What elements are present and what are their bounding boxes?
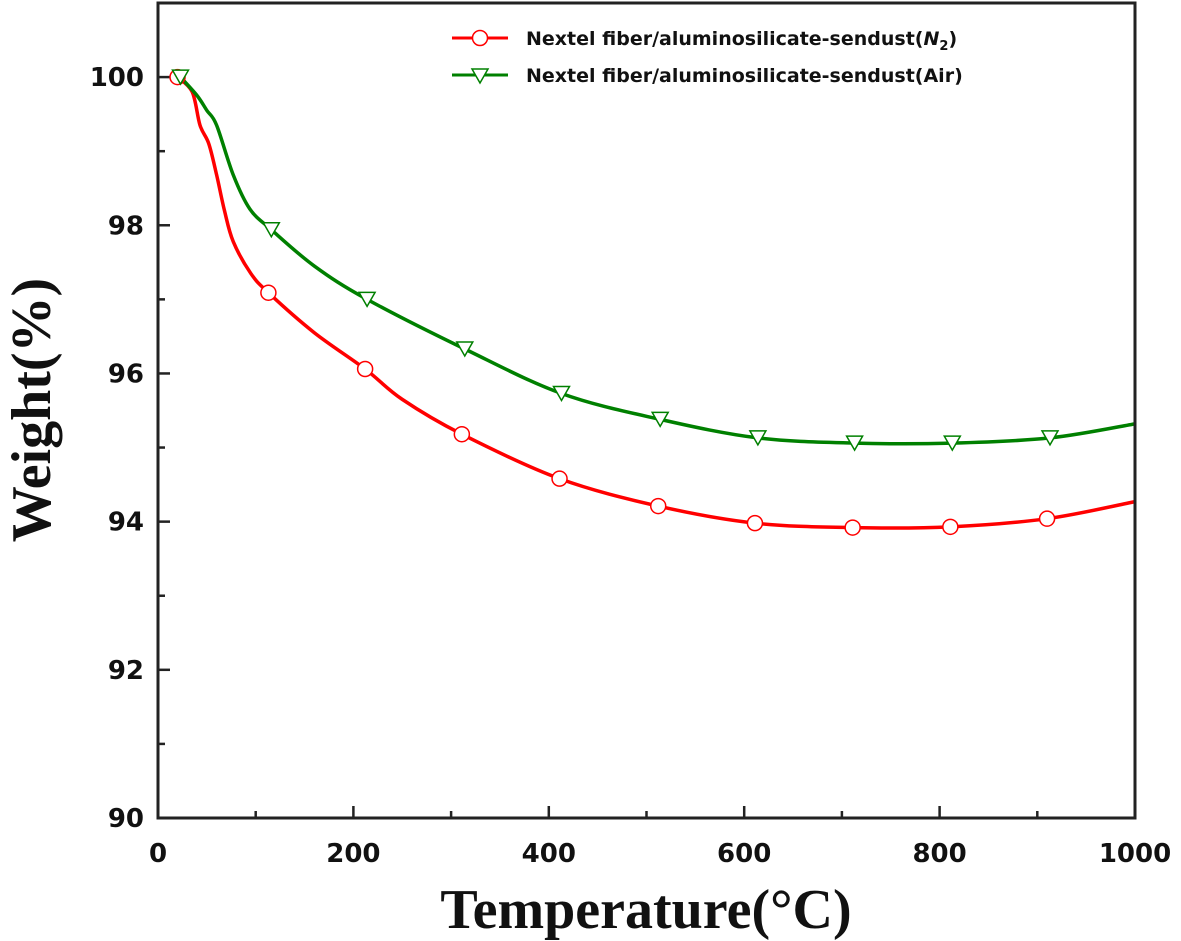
data-point-1 bbox=[171, 69, 190, 86]
series-line-1 bbox=[179, 75, 1136, 446]
data-point-0 bbox=[1038, 510, 1056, 527]
legend-marker-n2 bbox=[471, 29, 489, 47]
x-tick-label: 800 bbox=[912, 839, 966, 869]
y-tick-label: 94 bbox=[108, 508, 144, 538]
series-line-0 bbox=[176, 75, 1136, 530]
data-point-1 bbox=[552, 385, 571, 402]
data-point-0 bbox=[746, 514, 764, 532]
x-tick-label: 400 bbox=[522, 839, 576, 869]
data-point-0 bbox=[453, 425, 471, 443]
data-point-0 bbox=[356, 360, 374, 378]
data-point-0 bbox=[942, 518, 959, 536]
legend-label-n2: Nextel fiber/aluminosilicate-sendust(N2) bbox=[526, 28, 957, 54]
legend-marker-air bbox=[470, 68, 490, 85]
y-tick-label: 90 bbox=[108, 804, 144, 834]
data-point-1 bbox=[262, 221, 281, 239]
data-point-1 bbox=[455, 341, 475, 358]
data-point-0 bbox=[649, 497, 667, 515]
x-tick-label: 200 bbox=[326, 839, 380, 869]
y-tick-label: 100 bbox=[90, 63, 144, 93]
y-tick-label: 98 bbox=[108, 211, 144, 241]
legend-label-air: Nextel fiber/aluminosilicate-sendust(Air… bbox=[526, 65, 963, 87]
data-point-0 bbox=[260, 284, 277, 301]
data-point-0 bbox=[551, 470, 568, 487]
legend: Nextel fiber/aluminosilicate-sendust(N2)… bbox=[452, 28, 963, 87]
x-tick-label: 1000 bbox=[1099, 839, 1171, 869]
data-point-1 bbox=[845, 435, 864, 452]
data-point-1 bbox=[357, 291, 377, 308]
y-tick-label: 92 bbox=[108, 656, 144, 686]
data-point-1 bbox=[943, 435, 962, 452]
data-point-1 bbox=[650, 411, 670, 428]
data-point-1 bbox=[1040, 430, 1060, 447]
plot-frame bbox=[156, 1, 1137, 820]
x-tick-label: 0 bbox=[149, 839, 167, 869]
data-point-0 bbox=[844, 519, 861, 536]
y-axis-label: Weight(%) bbox=[1, 278, 63, 542]
data-point-1 bbox=[748, 430, 768, 447]
x-axis-label: Temperature(°C) bbox=[440, 879, 851, 941]
x-tick-label: 600 bbox=[717, 839, 771, 869]
y-tick-label: 96 bbox=[108, 359, 144, 389]
